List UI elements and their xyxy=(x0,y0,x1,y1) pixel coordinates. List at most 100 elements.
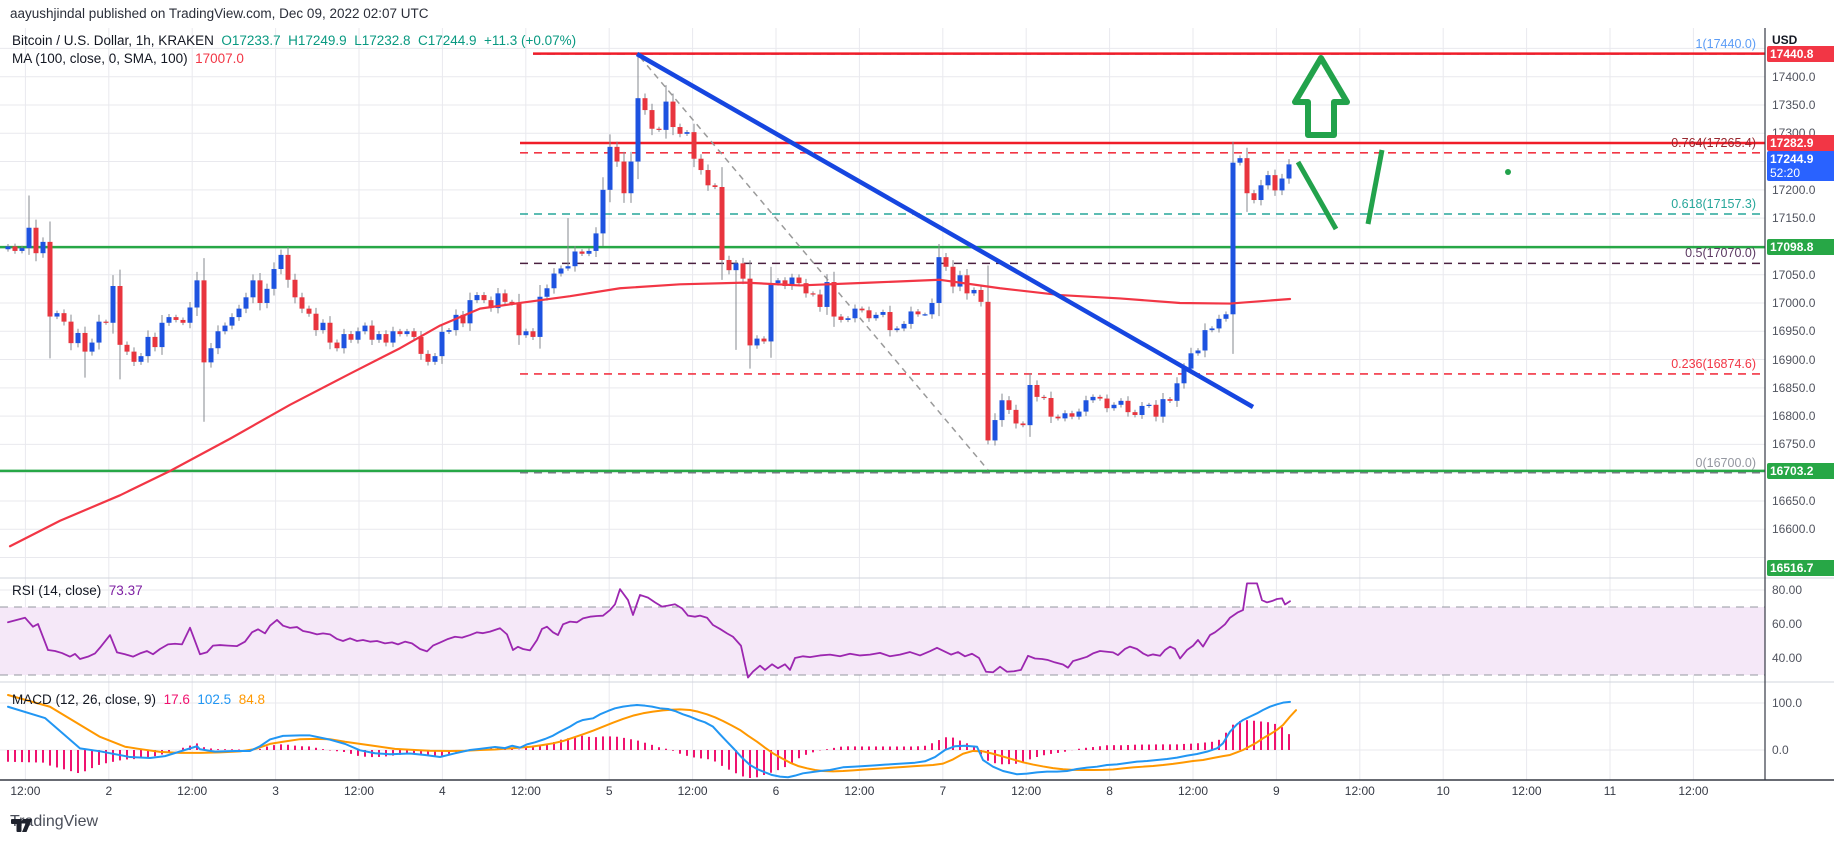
ma-value: 17007.0 xyxy=(195,51,244,66)
candle-body xyxy=(1153,404,1159,417)
up-arrow-icon xyxy=(1292,55,1350,138)
candle-body xyxy=(250,280,256,298)
candle-body xyxy=(411,331,417,337)
published-byline: aayushjindal published on TradingView.co… xyxy=(10,6,429,21)
candle-body xyxy=(761,338,767,342)
candle-body xyxy=(299,297,305,309)
candle-body xyxy=(796,277,802,284)
candle-body xyxy=(1090,396,1096,401)
candle-body xyxy=(271,269,277,289)
candle-body xyxy=(1167,399,1173,401)
candle-body xyxy=(215,331,221,349)
price-tick: 16600.0 xyxy=(1772,522,1816,537)
price-badge: 16516.7 xyxy=(1767,560,1834,576)
candle-body xyxy=(460,314,466,324)
price-tick: 17050.0 xyxy=(1772,267,1816,282)
candle-body xyxy=(866,310,872,319)
candle-body xyxy=(1139,405,1145,415)
candle-body xyxy=(82,332,88,352)
candle-body xyxy=(530,331,536,337)
candle-body xyxy=(901,323,907,329)
candle-body xyxy=(1013,409,1019,424)
candle-body xyxy=(544,288,550,297)
candle-body xyxy=(1041,396,1047,399)
time-label: 12:00 xyxy=(1177,784,1209,798)
time-label: 12:00 xyxy=(677,784,708,798)
candle-body xyxy=(628,161,634,194)
candle-body xyxy=(208,348,214,363)
tradingview-logo-icon xyxy=(11,819,32,832)
candle-body xyxy=(1104,398,1110,409)
candle-body xyxy=(418,336,424,354)
ohlc-values: O17233.7 H17249.9 L17232.8 C17244.9 +11.… xyxy=(221,33,577,48)
candle-body xyxy=(985,301,991,441)
time-label: 9 xyxy=(1273,784,1280,798)
fib-label: 0(16700.0) xyxy=(1695,455,1756,470)
price-tick: 17150.0 xyxy=(1772,211,1816,226)
candle-body xyxy=(446,330,452,332)
symbol-title: Bitcoin / U.S. Dollar, 1h, KRAKEN xyxy=(12,33,214,48)
price-tick: 16750.0 xyxy=(1772,437,1816,452)
candle-body xyxy=(824,282,830,307)
fib-label: 0.5(17070.0) xyxy=(1685,246,1756,261)
candle-body xyxy=(621,161,627,194)
candle-body xyxy=(383,334,389,343)
candle-body xyxy=(922,314,928,316)
candle-body xyxy=(397,331,403,335)
fib-label: 0.236(16874.6) xyxy=(1671,356,1756,371)
time-label: 12:00 xyxy=(1511,784,1542,798)
candle-body xyxy=(292,279,298,298)
candle-body xyxy=(439,331,445,357)
fib-label: 0.618(17157.3) xyxy=(1671,196,1756,211)
candle-body xyxy=(775,280,781,284)
time-label: 12:00 xyxy=(1344,784,1375,798)
candle-body xyxy=(1125,400,1131,413)
candle-body xyxy=(5,246,11,250)
candle-body xyxy=(516,303,522,336)
candle-body xyxy=(1209,328,1215,331)
candle-body xyxy=(565,266,571,269)
candle-body xyxy=(1258,185,1264,201)
candle-body xyxy=(1286,164,1292,179)
price-badge: 17440.8 xyxy=(1767,45,1834,62)
candle-body xyxy=(705,170,711,186)
macd-hist-value: 17.6 xyxy=(163,692,190,707)
candle-body xyxy=(1202,330,1208,351)
price-tick: 16650.0 xyxy=(1772,493,1816,508)
macd-line-value: 102.5 xyxy=(197,692,232,707)
macd-line xyxy=(7,700,1291,779)
candle-body xyxy=(117,286,123,345)
candle-body xyxy=(187,307,193,323)
candle-body xyxy=(999,400,1005,421)
candle-body xyxy=(698,158,704,171)
candle-body xyxy=(894,328,900,331)
candle-body xyxy=(1195,350,1201,354)
candle-body xyxy=(803,283,809,294)
candle-body xyxy=(61,313,67,322)
candle-body xyxy=(12,246,18,251)
candle-body xyxy=(992,420,998,441)
candle-body xyxy=(915,311,921,315)
candle-body xyxy=(880,312,886,315)
candle-body xyxy=(950,266,956,287)
candle-body xyxy=(817,294,823,307)
candle-body xyxy=(488,300,494,309)
candle-body xyxy=(131,351,137,362)
candle-body xyxy=(495,293,501,309)
candle-body xyxy=(89,342,95,352)
candle-body xyxy=(502,293,508,302)
fib-label: 1(17440.0) xyxy=(1695,37,1756,52)
candle-body xyxy=(124,344,130,352)
candle-body xyxy=(194,280,200,308)
time-label: 12:00 xyxy=(844,784,875,798)
price-tick: 16950.0 xyxy=(1772,324,1816,339)
candle-body xyxy=(558,268,564,274)
candle-body xyxy=(593,233,599,251)
candle-body xyxy=(656,128,662,130)
candle-body xyxy=(1111,404,1117,409)
time-label: 10 xyxy=(1436,784,1450,798)
rsi-line xyxy=(7,582,1291,679)
candle-body xyxy=(166,317,172,323)
rsi-tick: 80.00 xyxy=(1772,583,1803,597)
